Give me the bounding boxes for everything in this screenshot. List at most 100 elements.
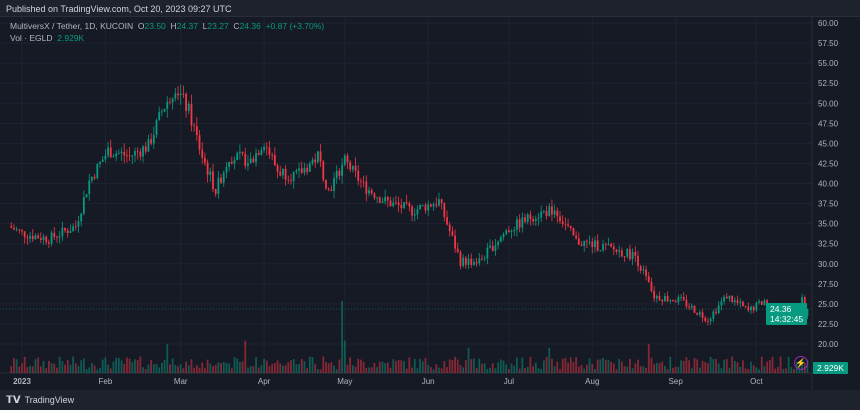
candle-body [690, 305, 693, 308]
volume-bar [330, 362, 333, 373]
candle-body [295, 170, 298, 172]
candle-body [545, 211, 548, 217]
candle-body [499, 237, 502, 242]
candle-body [462, 257, 465, 266]
candle-body [650, 281, 653, 292]
volume-bar [451, 359, 454, 373]
candle-body [440, 199, 443, 204]
volume-bar [53, 363, 56, 373]
candle-body [284, 168, 287, 180]
volume-bar [677, 366, 680, 373]
volume-bar [351, 365, 354, 373]
volume-bar [779, 356, 782, 373]
candle-body [126, 155, 128, 157]
candle-body [645, 269, 647, 277]
candle-body [381, 201, 384, 203]
volume-bar [413, 359, 416, 373]
candle-body [564, 223, 567, 225]
candle-body [443, 203, 446, 218]
candle-body [725, 296, 728, 299]
candle-body [594, 240, 596, 248]
symbol-title[interactable]: MultiversX / Tether, 1D, KUCOIN [10, 21, 134, 31]
volume-bar [594, 368, 596, 373]
candle-body [268, 147, 271, 155]
chart-pane[interactable]: 60.00 57.50 55.00 52.50 50.00 47.50 45.00 42.50… [0, 16, 860, 391]
volume-bar [292, 359, 295, 373]
candle-body [128, 155, 131, 157]
candle-body [142, 146, 144, 157]
candle-body [66, 230, 69, 234]
candle-body [615, 249, 618, 252]
candlestick-chart[interactable]: 60.00 57.50 55.00 52.50 50.00 47.50 45.00 42.50… [0, 17, 860, 391]
candle-body [411, 206, 413, 216]
volume-bar [99, 367, 101, 373]
volume-bar [386, 362, 389, 373]
volume-bar [526, 366, 529, 373]
volume-bar [123, 364, 126, 373]
volume-bar [244, 340, 247, 373]
volume-bar [733, 360, 736, 373]
volume-bar [481, 363, 483, 373]
volume-bar [572, 361, 575, 373]
candle-body [177, 93, 179, 96]
volume-bar [238, 362, 241, 373]
volume-bar [793, 368, 795, 373]
price-tick: 47.50 [818, 119, 839, 128]
candle-body [569, 225, 572, 228]
candle-body [279, 171, 282, 176]
time-tick: 2023 [13, 377, 31, 386]
volume-bar [529, 356, 532, 373]
price-tick: 55.00 [818, 59, 839, 68]
candle-body [704, 317, 707, 321]
volume-bar [669, 356, 672, 373]
volume-bar [478, 358, 481, 373]
time-tick: Apr [258, 377, 271, 386]
published-caption: Published on TradingView.com, Oct 20, 20… [6, 4, 232, 14]
last-price: 24.36 [770, 304, 792, 314]
candle-body [612, 246, 615, 250]
volume-bar [647, 344, 650, 373]
candle-body [365, 181, 368, 194]
volume-bar [682, 360, 685, 373]
volume-bar [634, 363, 637, 373]
candle-body [577, 238, 580, 245]
volume-bar [198, 367, 201, 373]
candle-body [755, 302, 758, 311]
candle-body [524, 217, 526, 222]
candle-body [282, 168, 284, 176]
volume-bar [790, 367, 793, 373]
volume-bar [220, 363, 222, 373]
candle-body [206, 162, 209, 175]
volume-bar [252, 366, 255, 373]
volume-bar [427, 364, 430, 373]
candle-body [446, 217, 448, 225]
volume-bar [190, 359, 193, 373]
volume-bar [674, 366, 677, 373]
price-tick: 22.50 [818, 320, 839, 329]
candle-body [801, 297, 803, 308]
candle-body [395, 202, 397, 204]
candle-body [604, 244, 607, 246]
candle-body [583, 240, 586, 246]
volume-bar [206, 359, 209, 373]
volume-bar [768, 360, 771, 373]
lightning-icon[interactable]: ⚡ [794, 356, 808, 370]
volume-bar [717, 363, 720, 373]
candle-body [346, 155, 349, 163]
candle-body [639, 266, 642, 271]
volume-bar [435, 364, 438, 373]
volume-bar [72, 356, 75, 373]
last-price-label: 24.36 14:32:45 [766, 303, 808, 325]
volume-bar [142, 367, 144, 373]
candle-body [424, 204, 427, 211]
candle-body [351, 165, 354, 170]
candle-body [454, 235, 456, 249]
candle-body [647, 276, 650, 282]
candle-body [701, 312, 704, 318]
volume-bar [80, 360, 83, 373]
candle-body [18, 229, 21, 231]
candle-body [29, 235, 31, 239]
volume-bar [276, 360, 279, 373]
price-tick: 30.00 [818, 260, 839, 269]
candle-body [50, 232, 53, 244]
